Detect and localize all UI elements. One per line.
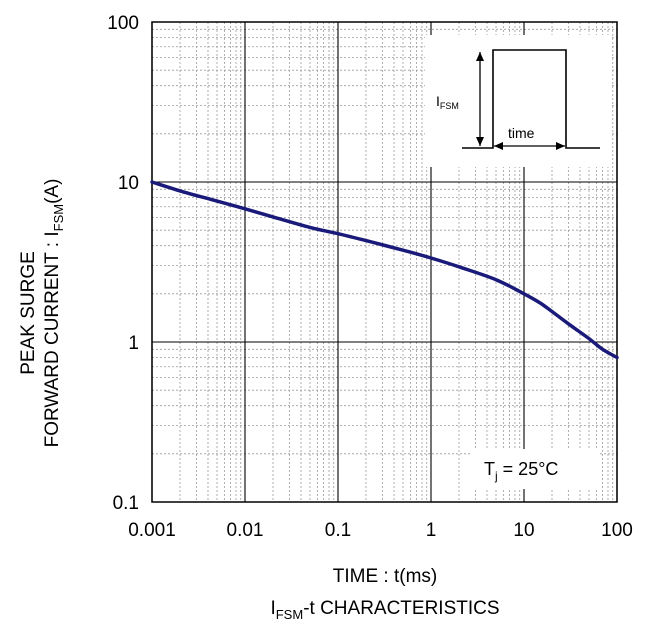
inset-pulse-diagram: IFSM time [425,35,610,167]
data-series-line [150,180,619,360]
y-tick-label: 1 [128,333,139,354]
chart-caption: IFSM-t CHARACTERISTICS [270,598,499,622]
inset-ifsm-label: IFSM [436,93,459,111]
x-tick-labels: 0.001 0.01 0.1 1 10 100 [128,520,633,541]
tj-annotation-background [470,449,600,489]
inset-time-label: time [508,125,535,141]
tj-annotation: Tj = 25°C [470,449,600,489]
y-tick-labels: 0.1 1 10 100 [107,13,139,514]
x-axis-label: TIME : t(ms) [333,566,437,587]
plot-frame [151,21,618,503]
y-axis-label-line1: PEAK SURGE [18,251,39,375]
minor-grid [152,22,617,502]
x-tick-label: 0.001 [128,520,176,541]
x-tick-label: 0.01 [227,520,264,541]
y-tick-label: 100 [107,13,139,34]
x-tick-label: 10 [513,520,534,541]
inset-arrow-head-up [476,52,484,61]
inset-arrow-head-right [556,142,565,150]
tj-label: Tj = 25°C [484,459,558,483]
inset-arrow-head-left [494,142,503,150]
y-tick-label: 0.1 [113,493,139,514]
x-tick-label: 1 [426,520,437,541]
inset-pulse-waveform [462,49,600,149]
inset-arrow-head-down [476,137,484,146]
x-tick-label: 0.1 [325,520,351,541]
inset-background [425,35,610,167]
y-tick-label: 10 [118,173,139,194]
x-tick-label: 100 [601,520,633,541]
y-axis-label-line2: FORWARD CURRENT : IFSM(A) [42,179,66,448]
